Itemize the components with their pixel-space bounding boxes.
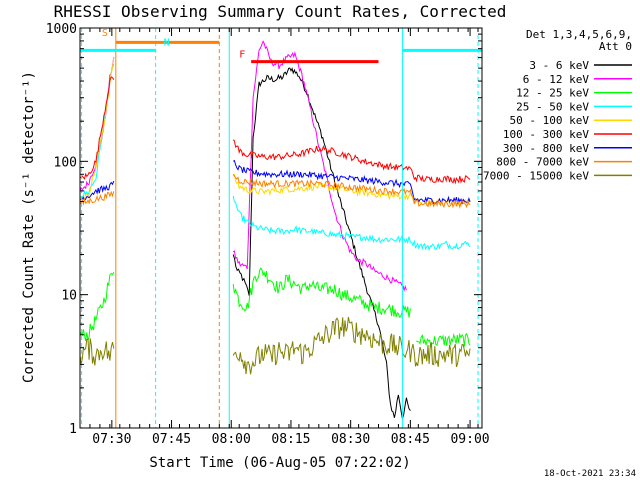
series-line-6	[79, 76, 471, 185]
y-axis-label: Corrected Count Rate (s⁻¹ detector⁻¹)	[21, 71, 37, 383]
y-tick-label-1: 10	[61, 289, 77, 304]
legend-header-2: Att 0	[599, 40, 632, 53]
y-tick-label-2: 100	[54, 155, 77, 170]
x-tick-label-0: 07:30	[92, 432, 131, 447]
legend-label-5: 50 - 100 keV	[510, 114, 590, 127]
legend-label-6: 100 - 300 keV	[503, 128, 589, 141]
plot-area: S N F 1 10 100 1000 07:30 07:45 08:00 08:15 08:30 08…	[46, 22, 490, 447]
y-tick-label-0: 1	[69, 422, 77, 437]
legend-header-1: Det 1,3,4,5,6,9,	[526, 28, 632, 41]
legend-label-2: 6 - 12 keV	[523, 73, 590, 86]
x-tick-label-4: 08:30	[331, 432, 370, 447]
legend-label-4: 25 - 50 keV	[516, 100, 589, 113]
x-axis-label: Start Time (06-Aug-05 07:22:02)	[149, 455, 410, 471]
x-tick-label-1: 07:45	[152, 432, 191, 447]
x-tick-label-5: 08:45	[391, 432, 430, 447]
chart-title: RHESSI Observing Summary Count Rates, Co…	[54, 2, 507, 21]
footer-timestamp: 18-Oct-2021 23:34	[544, 469, 636, 479]
annotation-label-s: S	[102, 28, 108, 39]
legend-label-9: 7000 - 15000 keV	[483, 169, 589, 182]
y-tick-label-3: 1000	[46, 22, 77, 37]
legend-label-3: 12 - 25 keV	[516, 87, 589, 100]
plot-frame	[79, 27, 483, 429]
annotation-label-n: N	[164, 37, 170, 48]
x-tick-label-2: 08:00	[212, 432, 251, 447]
legend-label-8: 800 - 7000 keV	[496, 156, 589, 169]
series-line-1	[232, 67, 411, 419]
legend-label-1: 3 - 6 keV	[529, 59, 589, 72]
x-tick-label-6: 09:00	[450, 432, 489, 447]
series-line-9	[79, 316, 471, 375]
series-line-8	[79, 174, 471, 210]
annotation-label-f: F	[239, 50, 245, 61]
series-line-3	[79, 267, 471, 348]
series-line-7	[79, 159, 471, 205]
x-tick-label-3: 08:15	[271, 432, 310, 447]
legend-label-7: 300 - 800 keV	[503, 142, 589, 155]
